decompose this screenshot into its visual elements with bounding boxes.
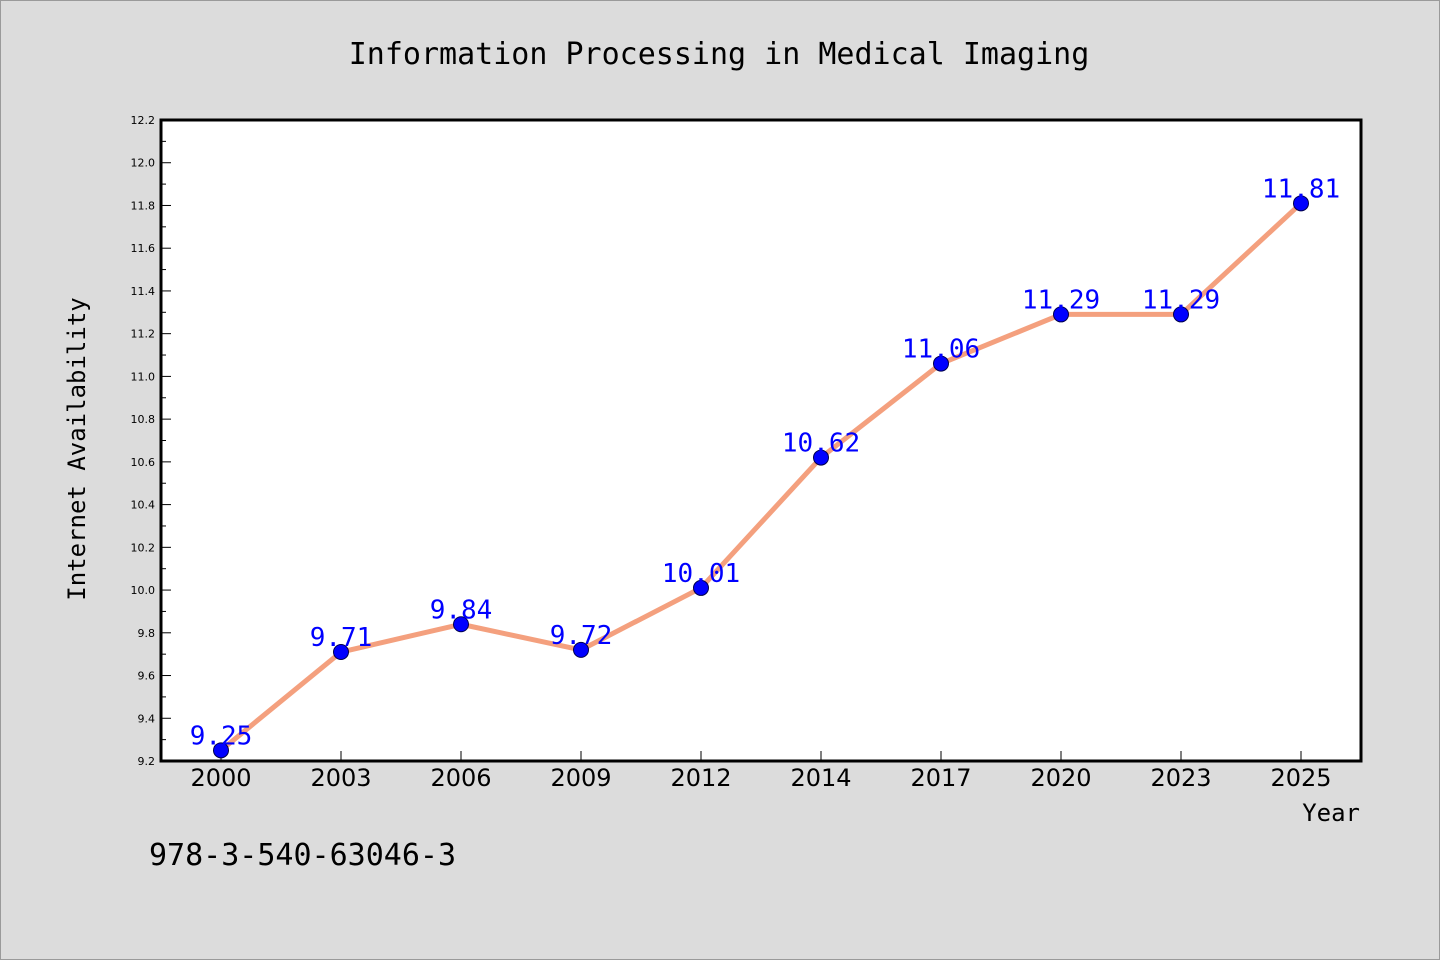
x-tick-label: 2025: [1270, 764, 1331, 792]
y-tick-label: 10.0: [131, 584, 156, 597]
data-point-marker: [213, 742, 229, 759]
x-axis-ticks: 2000 2003 2006 2009 2012 2014 2017 2020 2023 2025: [190, 751, 1332, 792]
data-point-marker: [453, 616, 469, 633]
y-tick-label: 11.0: [131, 370, 156, 383]
y-tick-label: 11.6: [131, 242, 156, 255]
y-tick-label: 10.6: [131, 456, 156, 469]
data-point-label: 10.62: [782, 429, 860, 459]
data-point-label: 9.84: [430, 595, 493, 625]
series-layer: [213, 195, 1309, 759]
data-point-marker: [333, 644, 349, 661]
data-point-marker: [573, 641, 589, 658]
data-point-marker: [1173, 306, 1189, 323]
x-tick-label: 2020: [1030, 764, 1091, 792]
plot-area: [161, 120, 1361, 761]
data-point-label: 11.06: [902, 335, 980, 365]
data-point-marker: [1053, 306, 1069, 323]
chart-title: Information Processing in Medical Imagin…: [349, 37, 1090, 72]
data-point-marker: [1293, 195, 1309, 212]
y-tick-label: 11.4: [131, 285, 156, 298]
y-tick-label: 9.2: [138, 755, 156, 768]
y-tick-label: 10.2: [131, 541, 156, 554]
data-labels-layer: 9.25 9.71 9.84 9.72 10.01 10.62 11.06 11.29 11.2…: [190, 174, 1340, 751]
data-point-marker: [933, 355, 949, 372]
data-point-label: 9.71: [310, 623, 373, 653]
data-point-label: 11.29: [1142, 285, 1220, 315]
y-tick-label: 11.8: [131, 199, 156, 212]
data-point-marker: [813, 449, 829, 466]
data-point-label: 9.72: [550, 621, 613, 651]
y-axis-ticks: 9.2 9.4 9.6 9.8 10.0 10.2 10.4 10.6 10.8 11.0 11.2…: [131, 114, 171, 768]
y-tick-label: 10.4: [131, 499, 156, 512]
data-point-label: 11.81: [1262, 174, 1340, 204]
y-tick-label: 9.4: [138, 712, 156, 725]
x-tick-label: 2023: [1150, 764, 1211, 792]
x-tick-label: 2014: [790, 764, 851, 792]
x-tick-label: 2003: [310, 764, 371, 792]
y-tick-label: 9.8: [138, 627, 156, 640]
data-point-label: 10.01: [662, 559, 740, 589]
x-tick-label: 2012: [670, 764, 731, 792]
isbn-annotation: 978-3-540-63046-3: [149, 838, 456, 873]
y-tick-label: 11.2: [131, 328, 156, 341]
y-tick-label: 12.2: [131, 114, 156, 127]
data-point-marker: [693, 579, 709, 596]
x-axis-label: Year: [1302, 799, 1360, 827]
y-tick-label: 10.8: [131, 413, 156, 426]
plot-frame: [159, 118, 1363, 763]
x-tick-label: 2009: [550, 764, 611, 792]
series-line: [218, 200, 1304, 753]
x-tick-label: 2017: [910, 764, 971, 792]
y-tick-label: 12.0: [131, 157, 156, 170]
y-tick-label: 9.6: [138, 670, 156, 683]
data-point-label: 11.29: [1022, 285, 1100, 315]
x-tick-label: 2006: [430, 764, 491, 792]
y-axis-label: Internet Availability: [63, 297, 91, 600]
x-tick-label: 2000: [190, 764, 251, 792]
data-point-label: 9.25: [190, 721, 253, 751]
